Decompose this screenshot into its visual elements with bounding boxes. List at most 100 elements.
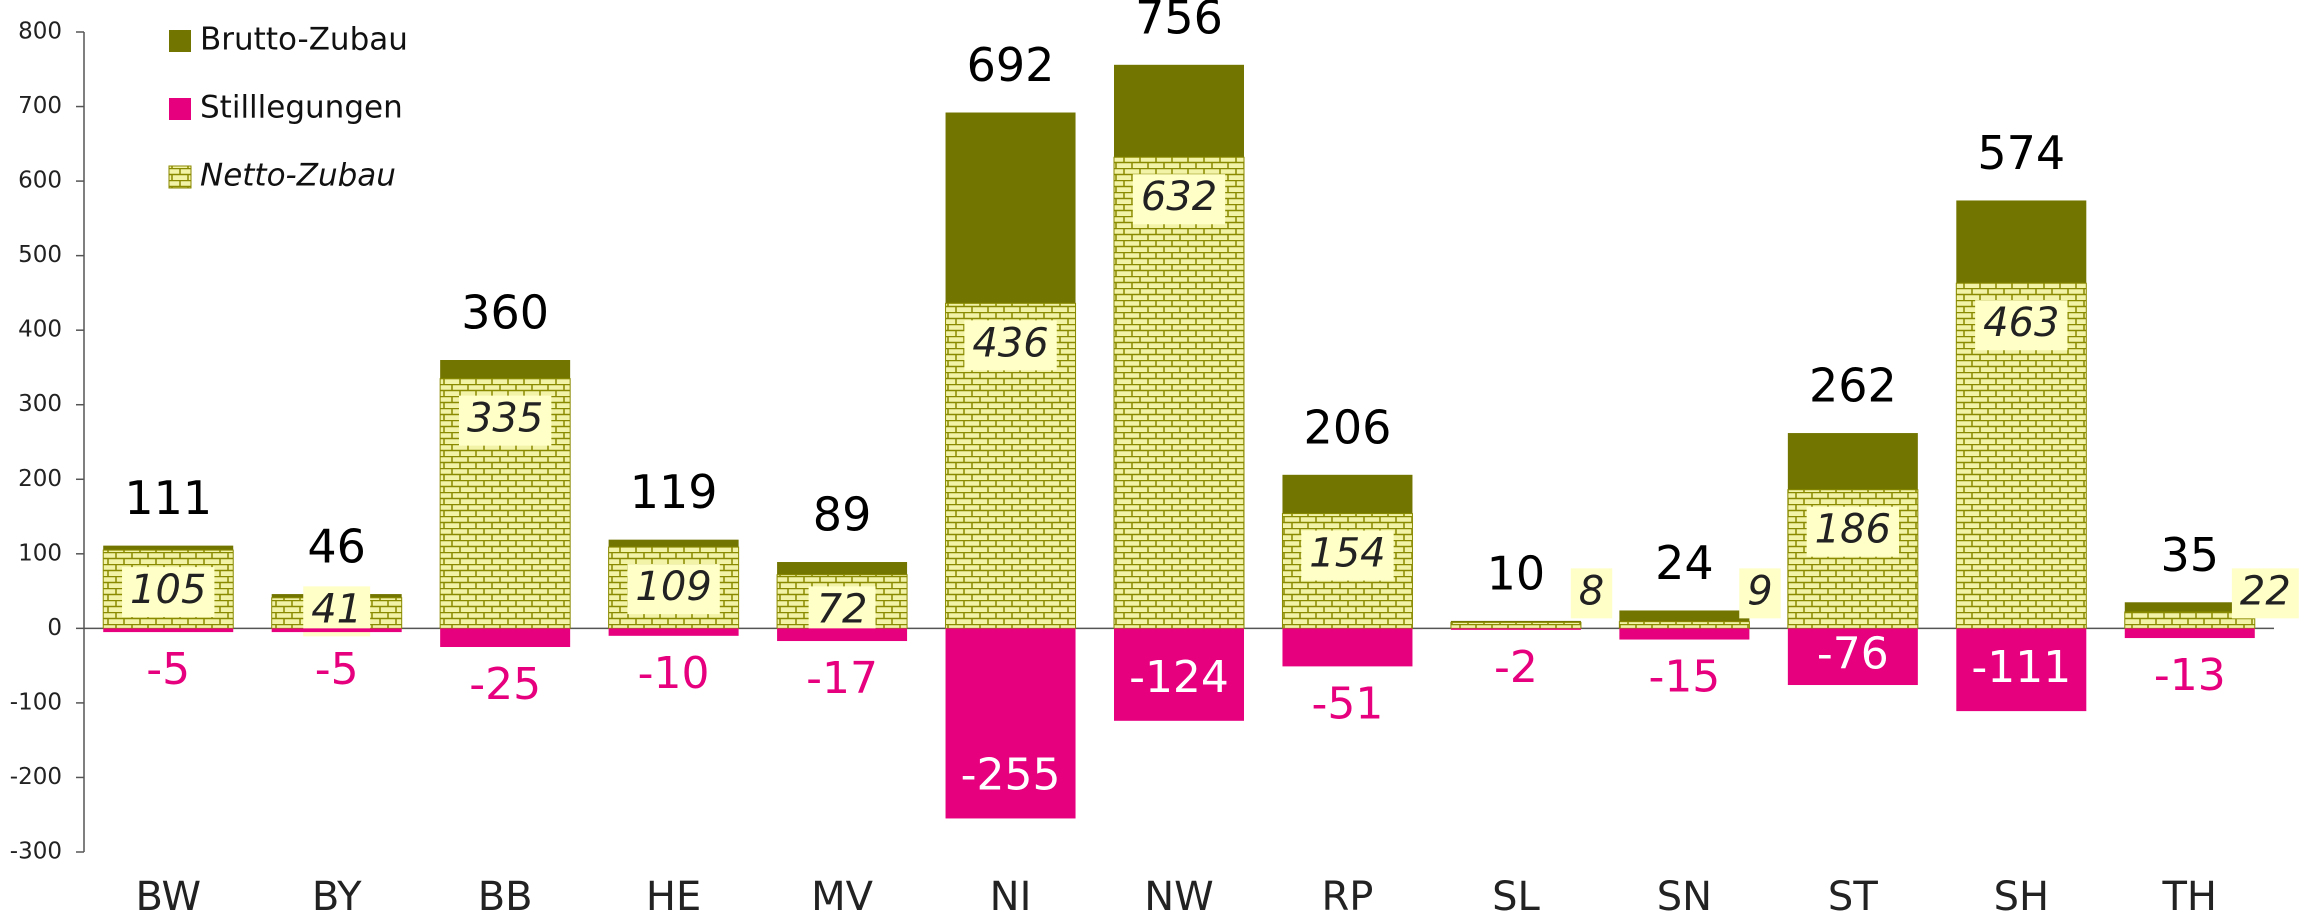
bar	[608, 628, 739, 636]
value-label: -255	[961, 749, 1061, 800]
x-tick-label: BB	[478, 874, 533, 920]
value-label: 463	[1983, 300, 2059, 346]
bar	[1619, 628, 1750, 640]
bar	[777, 628, 908, 642]
value-label: 154	[1309, 531, 1385, 577]
value-label: -2	[1494, 642, 1538, 693]
value-label: 89	[813, 488, 872, 542]
y-tick-label: 200	[18, 466, 62, 492]
legend-swatch	[168, 165, 192, 189]
value-label: 436	[972, 320, 1048, 366]
y-tick-label: 800	[18, 19, 62, 45]
bar	[1282, 628, 1413, 667]
y-tick-label: -200	[10, 764, 62, 790]
bar	[945, 628, 1076, 819]
value-label-bg	[303, 586, 371, 637]
value-label: 24	[1655, 536, 1714, 590]
bar	[271, 628, 402, 633]
value-label: 35	[2160, 528, 2219, 582]
value-label: 22	[2240, 568, 2291, 614]
x-tick-label: BY	[312, 874, 362, 920]
value-label: -5	[315, 644, 359, 695]
legend-swatch	[169, 98, 191, 120]
value-label: 109	[635, 564, 711, 610]
x-tick-label: SN	[1657, 874, 1712, 920]
legend-label: Stilllegungen	[200, 90, 403, 126]
value-label: 574	[1977, 126, 2065, 180]
value-label-bg	[1301, 530, 1394, 581]
value-label-bg	[964, 320, 1057, 371]
x-tick-label: RP	[1322, 874, 1374, 920]
bar	[1450, 621, 1582, 629]
value-label-bg	[1739, 568, 1781, 619]
value-label-bg	[1975, 300, 2068, 351]
y-tick-label: 300	[18, 391, 62, 417]
value-label-bg	[1132, 174, 1226, 225]
x-tick-label: MV	[811, 874, 874, 920]
value-label: -5	[146, 644, 190, 695]
bar	[1113, 156, 1245, 629]
x-tick-label: NW	[1144, 874, 1213, 920]
bar	[103, 628, 234, 633]
y-tick-label: 700	[18, 93, 62, 119]
x-tick-label: HE	[646, 874, 701, 920]
y-tick-label: 100	[18, 540, 62, 566]
x-tick-label: SH	[1994, 874, 2049, 920]
value-label: 206	[1304, 400, 1392, 454]
value-label: 360	[461, 286, 549, 340]
value-label: -13	[2154, 650, 2226, 701]
value-label: -10	[638, 648, 710, 699]
value-label: 111	[124, 471, 212, 525]
value-label-bg	[1570, 568, 1613, 619]
value-label: 72	[817, 586, 868, 632]
value-label: 8	[1579, 568, 1604, 614]
value-label: 335	[467, 396, 543, 442]
value-label: -111	[1971, 642, 2071, 693]
x-tick-label: BW	[135, 874, 201, 920]
value-label-bg	[458, 395, 552, 446]
value-label: 186	[1815, 507, 1891, 553]
value-label: 756	[1135, 0, 1223, 44]
value-label: 10	[1487, 546, 1546, 600]
bar	[1618, 621, 1750, 629]
value-label-bg	[808, 586, 876, 637]
bar	[2124, 628, 2255, 639]
value-label-bg	[1806, 506, 1900, 557]
legend-label: Netto-Zubau	[200, 158, 396, 194]
value-label: 41	[311, 586, 362, 632]
bar	[1114, 628, 1244, 721]
bar	[440, 628, 571, 647]
value-label: -51	[1312, 678, 1384, 729]
x-tick-label: NI	[990, 874, 1032, 920]
value-label: -15	[1648, 652, 1720, 703]
value-label: 262	[1809, 359, 1897, 413]
value-label: 105	[130, 567, 206, 613]
x-tick-label: TH	[2162, 874, 2218, 920]
x-tick-label: ST	[1828, 874, 1878, 920]
legend-swatch	[169, 30, 191, 52]
legend-label: Brutto-Zubau	[200, 22, 408, 58]
value-label: 692	[967, 38, 1055, 92]
y-tick-label: 600	[18, 168, 62, 194]
y-tick-label: -100	[10, 689, 62, 715]
bar	[1956, 628, 2087, 712]
value-label: -124	[1129, 652, 1229, 703]
value-label: 119	[630, 465, 718, 519]
y-tick-label: -300	[10, 839, 62, 865]
bar	[1450, 628, 1581, 630]
y-tick-label: 500	[18, 242, 62, 268]
y-tick-label: 400	[18, 317, 62, 343]
x-tick-label: SL	[1492, 874, 1540, 920]
value-label-bg	[627, 564, 720, 615]
value-label: -17	[806, 653, 878, 704]
value-label: 46	[307, 520, 366, 574]
value-label-bg	[122, 567, 215, 618]
value-label: 9	[1747, 568, 1772, 614]
value-label-bg	[2231, 568, 2299, 619]
value-label: -76	[1817, 629, 1889, 680]
value-label: -25	[469, 659, 541, 710]
y-tick-label: 0	[47, 615, 62, 641]
bar	[1787, 628, 1918, 686]
value-label: 632	[1141, 174, 1217, 220]
